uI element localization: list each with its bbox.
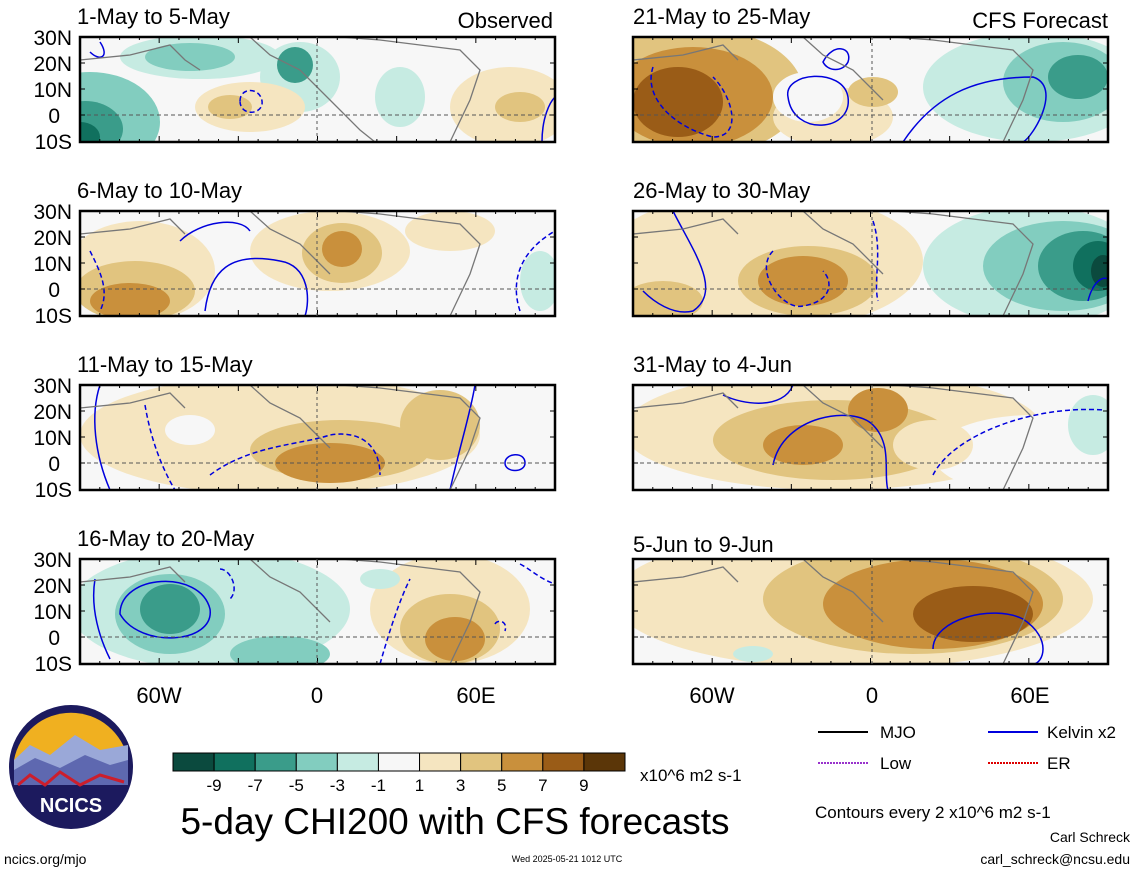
colorbar-swatch [172, 752, 215, 772]
colorbar-swatch [213, 752, 256, 772]
author: Carl Schreck [1050, 829, 1131, 845]
map-panel-1 [80, 37, 556, 143]
observed-label: Observed [458, 8, 553, 33]
lat-label: 10N [33, 253, 72, 276]
colorbar-tick-label: -1 [371, 776, 386, 795]
colorbar-tick-label: -7 [248, 776, 263, 795]
map-panel-7 [633, 384, 1108, 491]
website: ncics.org/mjo [4, 851, 87, 867]
lat-label: 20N [33, 575, 72, 598]
lon-label: 0 [311, 683, 323, 708]
ncics-logo: NCICS [9, 705, 133, 829]
colorbar: -9 -7 -5 -3 -1 1 3 5 7 9 [172, 752, 626, 795]
lat-label: 10N [33, 427, 72, 450]
colorbar-units: x10^6 m2 s-1 [640, 766, 742, 785]
panel-title-1: 1-May to 5-May [77, 4, 230, 29]
lat-label: 30N [33, 549, 72, 572]
panel-title-6: 26-May to 30-May [633, 178, 810, 203]
lon-label: 60W [689, 683, 734, 708]
map-panel-5 [633, 37, 1108, 143]
panel-title-8: 5-Jun to 9-Jun [633, 532, 774, 557]
lat-label: 10N [33, 601, 72, 624]
contours-note: Contours every 2 x10^6 m2 s-1 [815, 803, 1051, 822]
colorbar-swatch [377, 752, 421, 772]
colorbar-swatch [542, 752, 585, 772]
colorbar-tick-label: 3 [456, 776, 465, 795]
legend-label-low: Low [880, 754, 912, 773]
panel-title-5: 21-May to 25-May [633, 4, 810, 29]
lat-label: 0 [48, 279, 60, 302]
colorbar-swatch [295, 752, 338, 772]
lat-label: 0 [48, 627, 60, 650]
legend-label-mjo: MJO [880, 723, 916, 742]
lat-label: 20N [33, 401, 72, 424]
lat-label: 10N [33, 79, 72, 102]
map-panel-4 [80, 559, 556, 665]
colorbar-tick-label: 5 [497, 776, 506, 795]
lat-label: 10S [35, 479, 72, 502]
panel-title-7: 31-May to 4-Jun [633, 352, 792, 377]
lat-label: 30N [33, 27, 72, 50]
lon-labels: 60W 0 60E 60W 0 60E [136, 683, 1049, 708]
colorbar-tick-label: -9 [207, 776, 222, 795]
lon-label: 60E [456, 683, 495, 708]
map-panel-2 [80, 211, 556, 317]
panel-title-3: 11-May to 15-May [77, 352, 253, 377]
lon-label: 60E [1010, 683, 1049, 708]
colorbar-swatch [254, 752, 297, 772]
logo-text: NCICS [40, 795, 102, 817]
panel-title-4: 16-May to 20-May [77, 526, 254, 551]
colorbar-tick-label: -5 [289, 776, 304, 795]
map-panel-8 [633, 559, 1108, 665]
lat-label: 10S [35, 653, 72, 676]
map-panel-6 [633, 210, 1109, 316]
lat-labels-left: 30N 20N 10N 0 10S 30N 20N 10N 0 10S 30N … [33, 27, 72, 676]
colorbar-tick-label: 7 [538, 776, 547, 795]
main-title: 5-day CHI200 with CFS forecasts [180, 801, 729, 842]
lat-label: 30N [33, 201, 72, 224]
lat-label: 20N [33, 53, 72, 76]
timestamp: Wed 2025-05-21 1012 UTC [512, 854, 623, 864]
forecast-label: CFS Forecast [972, 8, 1108, 33]
colorbar-tick-label: 1 [415, 776, 424, 795]
panel-title-2: 6-May to 10-May [77, 178, 242, 203]
land-outlines [79, 36, 1034, 665]
legend: MJO Kelvin x2 Low ER [818, 723, 1116, 773]
colorbar-swatch [501, 752, 544, 772]
email: carl_schreck@ncsu.edu [980, 851, 1130, 867]
lat-label: 10S [35, 305, 72, 328]
legend-label-er: ER [1047, 754, 1071, 773]
lat-label: 0 [48, 453, 60, 476]
lat-label: 0 [48, 105, 60, 128]
lat-label: 30N [33, 375, 72, 398]
lat-label: 20N [33, 227, 72, 250]
colorbar-swatch [336, 752, 379, 772]
colorbar-tick-label: 9 [579, 776, 588, 795]
lon-label: 60W [136, 683, 181, 708]
colorbar-swatch [419, 752, 462, 772]
map-panel-3 [80, 384, 555, 491]
colorbar-swatch [460, 752, 503, 772]
colorbar-tick-label: -3 [330, 776, 345, 795]
legend-label-kelvin: Kelvin x2 [1047, 723, 1116, 742]
lon-label: 0 [866, 683, 878, 708]
colorbar-swatch [583, 752, 626, 772]
panel-frames [78, 35, 1110, 666]
lat-label: 10S [35, 131, 72, 154]
